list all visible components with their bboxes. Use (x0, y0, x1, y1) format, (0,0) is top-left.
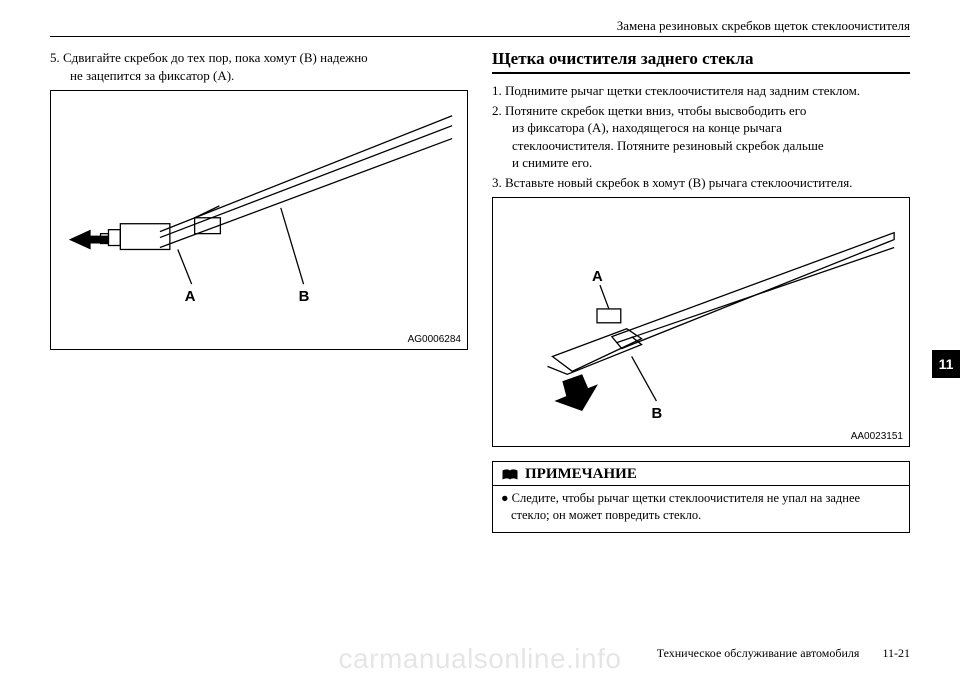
right-figure: A B AA0023151 (492, 197, 910, 447)
section-heading: Щетка очистителя заднего стекла (492, 49, 910, 74)
footer-chapter: Техническое обслуживание автомобиля (657, 646, 860, 660)
label-b: B (299, 289, 310, 305)
step-text: из фиксатора (A), находящегося на конце … (512, 120, 782, 135)
step-text-b: не зацепится за фиксатор (A). (70, 68, 234, 83)
note-box: ПРИМЕЧАНИЕ ● Следите, чтобы рычаг щетки … (492, 461, 910, 533)
right-step1: 1. Поднимите рычаг щетки стеклоочистител… (492, 82, 910, 100)
footer-page: 11-21 (882, 646, 910, 660)
step-text: и снимите его. (512, 155, 592, 170)
header-rule (50, 36, 910, 37)
left-column: 5. Сдвигайте скребок до тех пор, пока хо… (50, 49, 468, 533)
watermark: carmanualsonline.info (339, 643, 622, 675)
right-step3: 3. Вставьте новый скребок в хомут (B) ры… (492, 174, 910, 192)
label-a: A (592, 269, 603, 285)
note-title-row: ПРИМЕЧАНИЕ (493, 462, 909, 486)
wiper-blade-diagram-a: A B (51, 91, 467, 349)
figure-code: AG0006284 (408, 334, 461, 345)
side-tab: 11 (932, 350, 960, 378)
left-step5: 5. Сдвигайте скребок до тех пор, пока хо… (50, 49, 468, 84)
columns: 5. Сдвигайте скребок до тех пор, пока хо… (50, 49, 910, 533)
step-text: Потяните скребок щетки вниз, чтобы высво… (505, 103, 806, 118)
right-steps: 1. Поднимите рычаг щетки стеклоочистител… (492, 82, 910, 191)
figure-code: AA0023151 (851, 431, 903, 442)
rear-wiper-diagram: A B (493, 198, 909, 446)
note-title-text: ПРИМЕЧАНИЕ (525, 466, 637, 483)
right-column: Щетка очистителя заднего стекла 1. Подни… (492, 49, 910, 533)
step-number: 3. (492, 175, 505, 190)
page-root: Замена резиновых скребков щеток стеклооч… (0, 0, 960, 679)
label-b: B (651, 406, 662, 422)
step-text-a: Сдвигайте скребок до тех пор, пока хомут… (63, 50, 368, 65)
step-text: Вставьте новый скребок в хомут (B) рычаг… (505, 175, 852, 190)
step-number: 2. (492, 103, 505, 118)
step-text: стеклоочистителя. Потяните резиновый скр… (512, 138, 824, 153)
note-body: ● Следите, чтобы рычаг щетки стеклоочист… (493, 486, 909, 532)
step-text: Поднимите рычаг щетки стеклоочистителя н… (505, 83, 860, 98)
book-icon (501, 468, 519, 482)
step-number: 1. (492, 83, 505, 98)
right-step2: 2. Потяните скребок щетки вниз, чтобы вы… (492, 102, 910, 172)
left-figure: A B AG0006284 (50, 90, 468, 350)
step-number: 5. (50, 50, 63, 65)
footer: Техническое обслуживание автомобиля 11-2… (657, 646, 910, 661)
header-title: Замена резиновых скребков щеток стеклооч… (50, 18, 910, 34)
label-a: A (185, 289, 196, 305)
